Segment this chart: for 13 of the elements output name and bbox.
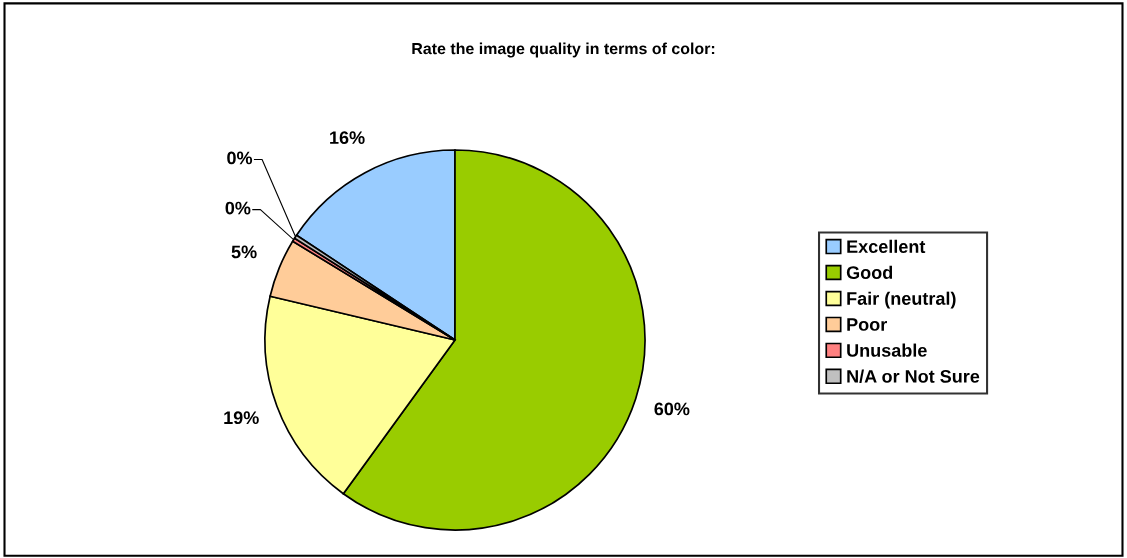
legend-label: Excellent [847,239,926,254]
legend-label: Fair (neutral) [847,291,956,309]
data-label: 0% [227,151,253,165]
legend-label: Unusable [847,343,927,357]
chart-title: Rate the image quality in terms of color: [412,42,715,58]
legend-label: N/A or Not Sure [847,369,980,383]
legend-label: Poor [847,318,887,331]
legend-label: Good [846,265,893,279]
data-label: 5% [231,245,257,259]
data-label: 0% [225,201,251,215]
data-label: 60% [654,402,690,416]
data-label: 19% [224,411,259,425]
data-label: 16% [330,131,365,145]
